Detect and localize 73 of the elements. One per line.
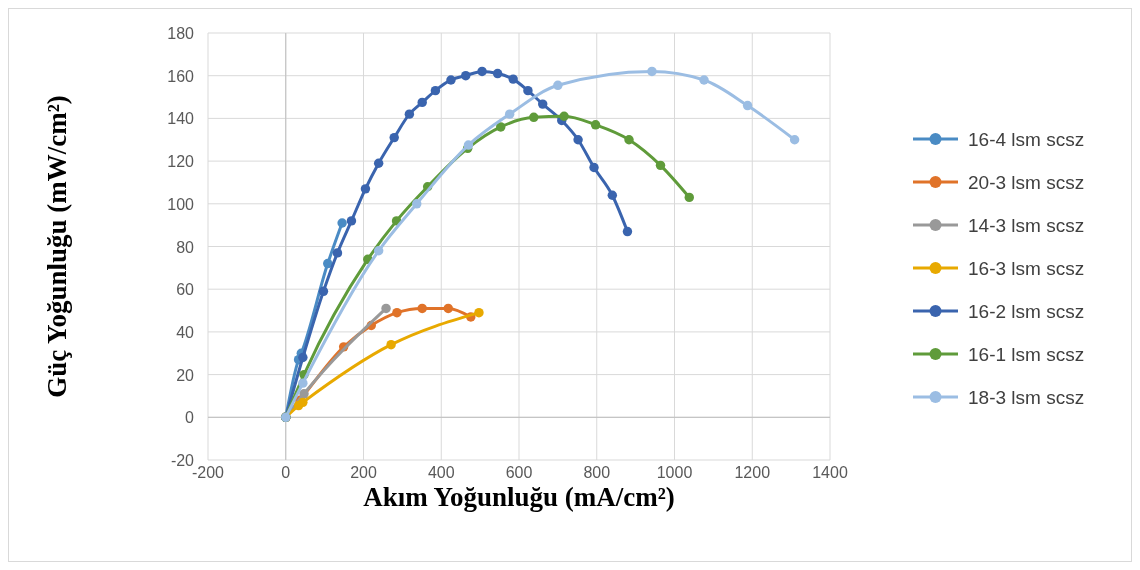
point <box>404 109 415 119</box>
point <box>477 66 487 77</box>
point <box>446 75 456 85</box>
legend-label: 16-3 lsm scsz <box>968 258 1085 279</box>
point <box>559 111 569 121</box>
point <box>655 160 666 171</box>
legend-label: 16-2 lsm scsz <box>968 301 1085 322</box>
y-tick-label: 20 <box>176 366 195 384</box>
y-tick-label: 80 <box>176 238 195 256</box>
y-tick-label: 60 <box>176 281 195 299</box>
point <box>332 248 343 258</box>
x-tick-label: 0 <box>281 464 291 481</box>
x-tick-label: 800 <box>583 464 611 481</box>
point <box>742 100 753 111</box>
legend-label: 20-3 lsm scsz <box>968 172 1085 193</box>
point <box>474 307 484 318</box>
x-tick-label: 600 <box>505 464 533 481</box>
legend-label: 18-3 lsm scsz <box>968 387 1085 408</box>
x-tick-label: 1400 <box>812 464 848 481</box>
point <box>699 75 709 85</box>
point <box>389 132 399 143</box>
point <box>373 246 384 256</box>
y-tick-label: 100 <box>167 195 195 213</box>
y-tick-label: 180 <box>167 25 195 42</box>
y-tick-label: 0 <box>185 409 195 427</box>
y-axis-title: Güç Yoğunluğu (mW/cm²) <box>42 95 72 398</box>
y-tick-label: 160 <box>167 67 195 85</box>
point <box>318 286 329 297</box>
point <box>373 158 384 168</box>
point <box>589 162 599 173</box>
point <box>346 216 357 226</box>
legend-label: 16-4 lsm scsz <box>968 129 1085 150</box>
point <box>299 389 309 399</box>
point <box>417 303 427 314</box>
point <box>412 199 422 209</box>
point <box>529 112 539 123</box>
point <box>504 109 515 119</box>
point <box>392 307 402 318</box>
x-axis-title: Akım Yoğunluğu (mA/cm²) <box>363 482 675 512</box>
point <box>298 352 308 363</box>
point <box>298 378 308 388</box>
point <box>622 226 633 237</box>
point <box>461 70 471 81</box>
x-tick-label: 1000 <box>656 464 693 481</box>
point <box>381 303 391 314</box>
point <box>607 190 618 200</box>
x-tick-label: 1200 <box>734 464 771 481</box>
y-tick-label: 140 <box>167 110 195 128</box>
point <box>443 303 453 314</box>
point <box>647 66 657 77</box>
point <box>684 192 694 203</box>
point <box>523 85 533 96</box>
x-tick-label: 200 <box>350 464 377 481</box>
point <box>360 184 371 194</box>
point <box>537 99 548 109</box>
y-tick-label: 120 <box>167 153 195 171</box>
point <box>553 80 563 91</box>
legend-label: 14-3 lsm scsz <box>968 215 1085 236</box>
point <box>508 74 518 84</box>
point <box>492 68 503 79</box>
point <box>323 258 333 269</box>
point <box>496 122 506 132</box>
legend-label: 16-1 lsm scsz <box>968 344 1085 365</box>
point <box>624 135 634 145</box>
point <box>573 135 583 145</box>
point <box>789 135 800 145</box>
x-tick-label: 400 <box>427 464 455 481</box>
point <box>337 218 347 228</box>
point <box>417 97 427 108</box>
y-tick-label: 40 <box>176 323 195 341</box>
point <box>430 85 441 96</box>
point <box>386 340 396 350</box>
point <box>590 120 601 130</box>
